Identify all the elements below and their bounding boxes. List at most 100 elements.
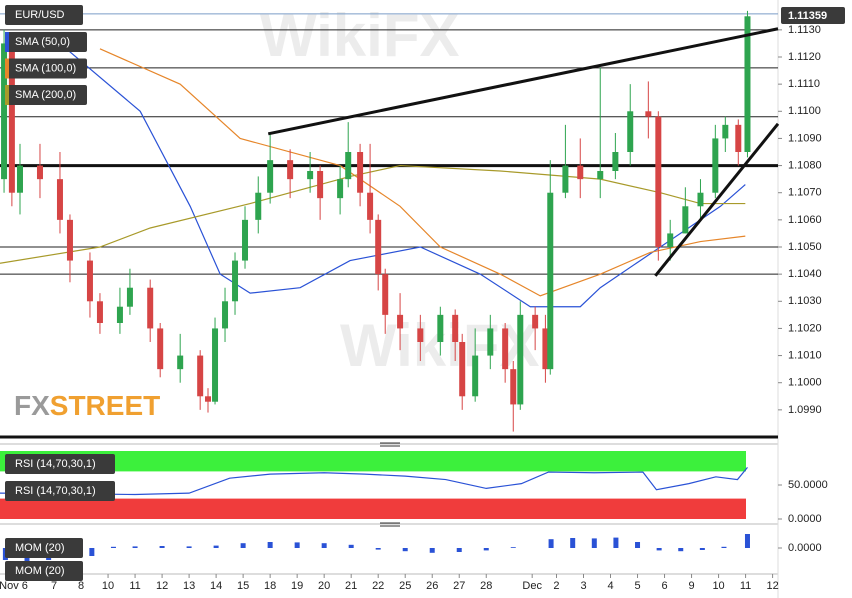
legend-swatch <box>5 58 9 79</box>
y-tick-label: 1.1070 <box>788 187 822 199</box>
mom-bar <box>429 548 435 553</box>
y-tick-label: 1.1030 <box>788 295 822 307</box>
candle-body <box>86 260 93 302</box>
mom-bar <box>635 542 641 548</box>
candle-body <box>510 369 517 405</box>
rsi-line <box>0 466 748 496</box>
candle-body <box>337 179 344 199</box>
candle-body <box>459 342 466 397</box>
candle-body <box>645 111 652 117</box>
legend-box <box>5 5 83 25</box>
mom-bar <box>240 543 246 548</box>
y-tick-label: 1.1130 <box>788 24 821 36</box>
candle-body <box>287 160 294 180</box>
x-tick-label: 6 <box>661 580 667 592</box>
y-tick-label: 50.0000 <box>788 479 828 491</box>
mom-bar <box>613 537 619 548</box>
mom-bar <box>132 546 138 548</box>
mom-bar <box>744 534 750 548</box>
legend-swatch <box>5 85 9 105</box>
y-tick-label: 1.1090 <box>788 132 822 144</box>
x-tick-label: 28 <box>480 580 492 592</box>
watermark: WikiFX <box>260 2 459 69</box>
candle-body <box>1 43 8 180</box>
y-tick-label: 1.1050 <box>788 241 822 253</box>
candle-body <box>542 328 549 370</box>
y-tick-label: 1.1110 <box>788 78 820 90</box>
candle-body <box>367 192 374 220</box>
x-tick-label: 4 <box>607 580 613 592</box>
candle-body <box>255 192 262 220</box>
candle-body <box>8 43 15 193</box>
x-tick-label: 12 <box>156 580 168 592</box>
candle-body <box>375 219 382 275</box>
mom-bar <box>294 542 300 548</box>
candle-body <box>682 206 689 234</box>
candle-body <box>267 160 274 193</box>
x-tick-label: 9 <box>688 580 694 592</box>
legend-box <box>5 454 115 474</box>
candle-body <box>232 260 239 302</box>
x-tick-label: 15 <box>237 580 249 592</box>
candle-body <box>472 355 479 397</box>
x-tick-label: 3 <box>580 580 586 592</box>
logo-part: FX <box>14 390 50 421</box>
candle-body <box>242 219 249 261</box>
x-tick-label: 10 <box>102 580 114 592</box>
mom-bar <box>186 546 192 548</box>
candle-body <box>205 396 212 402</box>
oversold-zone <box>0 498 746 519</box>
candle-body <box>382 274 389 315</box>
x-tick-label: 20 <box>318 580 330 592</box>
candle-body <box>126 287 133 307</box>
logo-part: STREET <box>50 390 160 421</box>
mom-bar <box>510 547 516 548</box>
legend-label: RSI (14,70,30,1) <box>15 458 96 470</box>
candle-body <box>502 328 509 370</box>
legend-swatch <box>5 32 9 52</box>
legend-label: MOM (20) <box>15 565 65 577</box>
candle-body <box>735 124 742 152</box>
candle-body <box>487 328 494 356</box>
mom-bar <box>213 545 219 548</box>
mom-bar <box>375 548 381 550</box>
candle-body <box>197 355 204 397</box>
logo: FXSTREET <box>14 390 160 421</box>
legend-label: SMA (100,0) <box>15 62 76 74</box>
x-tick-label: 2 <box>553 580 559 592</box>
mom-bar <box>656 548 662 551</box>
x-tick-label: 14 <box>210 580 222 592</box>
mom-bar <box>721 546 727 548</box>
candle-body <box>712 138 719 193</box>
candle-body <box>397 314 404 329</box>
x-tick-label: 8 <box>78 580 84 592</box>
candle-body <box>417 328 424 342</box>
legend-label: EUR/USD <box>15 9 65 21</box>
candle-body <box>56 179 63 220</box>
x-tick-label: 10 <box>712 580 724 592</box>
legend-label: MOM (20) <box>15 542 65 554</box>
x-tick-label: 21 <box>345 580 357 592</box>
candle-body <box>157 328 164 370</box>
legend-label: RSI (14,70,30,1) <box>15 485 96 497</box>
candle-body <box>722 124 729 139</box>
mom-bar <box>591 538 597 548</box>
x-tick-label: 26 <box>426 580 438 592</box>
y-tick-label: 1.1080 <box>788 159 822 171</box>
y-tick-label: 1.1020 <box>788 322 822 334</box>
candle-body <box>357 152 364 193</box>
candle-body <box>96 301 103 323</box>
y-tick-label: 1.1010 <box>788 349 822 361</box>
mom-bar <box>110 546 116 548</box>
legend-box <box>5 85 87 105</box>
y-tick-label: 0.0000 <box>788 542 822 554</box>
x-tick-label: 22 <box>372 580 384 592</box>
price-tag-label: 1.11359 <box>788 10 827 22</box>
candle-body <box>452 314 459 342</box>
x-tick-label: 18 <box>264 580 276 592</box>
mom-bar <box>89 548 95 556</box>
trendline <box>654 122 780 277</box>
y-tick-label: 0.0000 <box>788 513 822 525</box>
x-tick-label: 13 <box>183 580 195 592</box>
candle-body <box>597 171 604 180</box>
